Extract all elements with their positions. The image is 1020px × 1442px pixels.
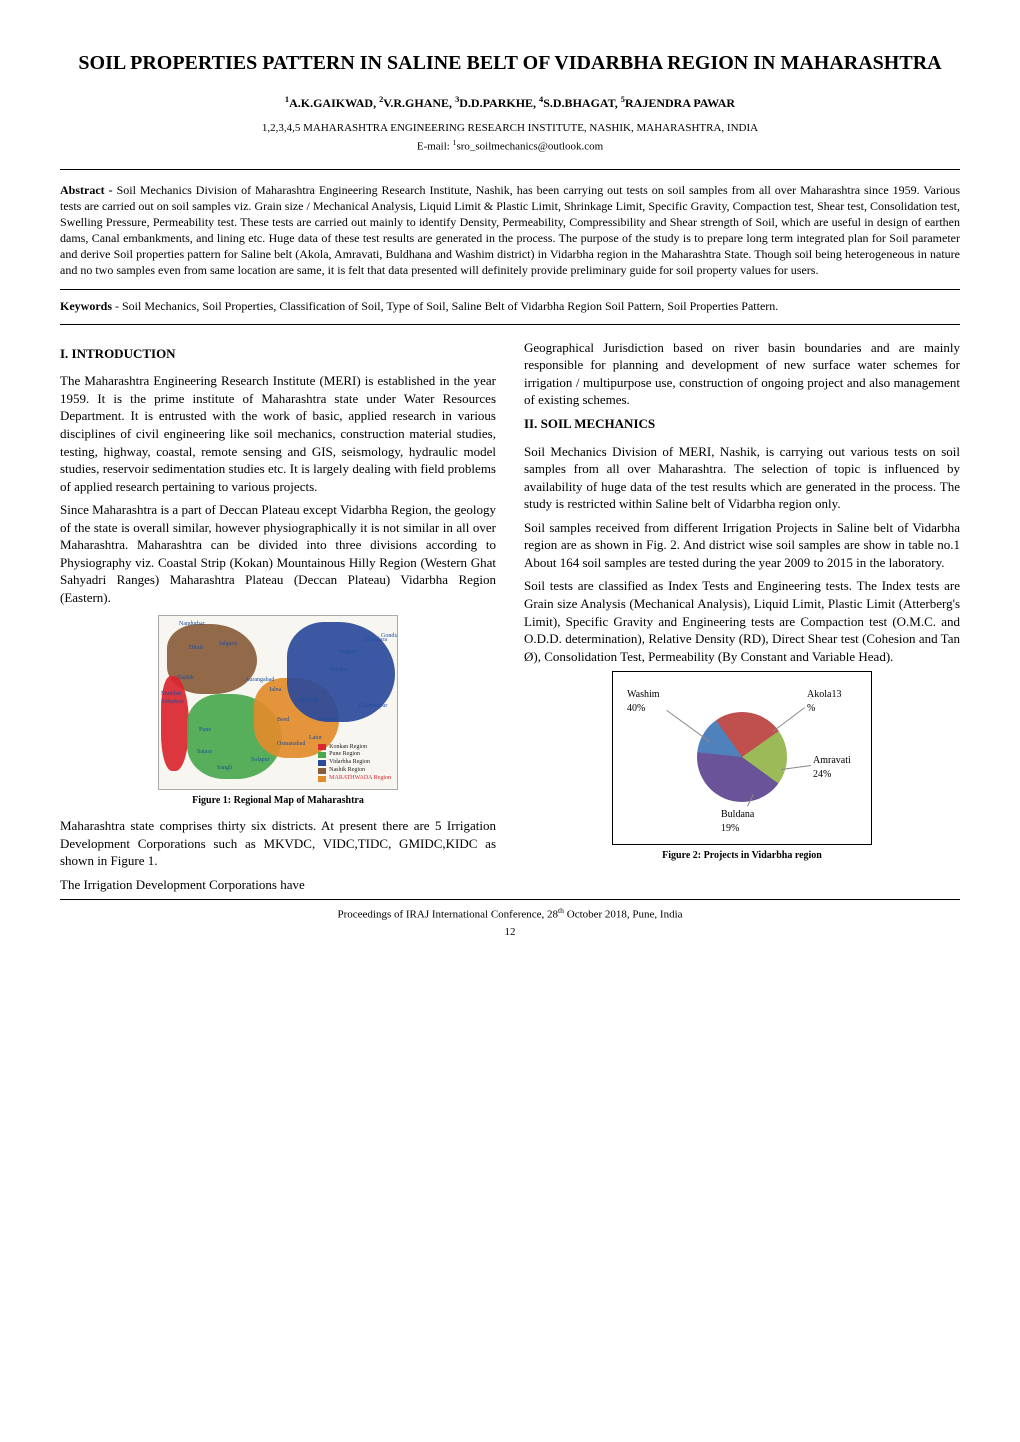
affiliation: 1,2,3,4,5 MAHARASHTRA ENGINEERING RESEAR… xyxy=(60,121,960,136)
paragraph: The Maharashtra Engineering Research Ins… xyxy=(60,372,496,495)
pie-slice-label: Amravati24% xyxy=(813,754,851,781)
two-column-body: I. INTRODUCTION The Maharashtra Engineer… xyxy=(60,339,960,899)
figure-2-pie: Washim40% Akola13% Amravati24% Buldana19% xyxy=(612,671,872,845)
abstract-text: Soil Mechanics Division of Maharashtra E… xyxy=(60,183,960,278)
paragraph: Soil samples received from different Irr… xyxy=(524,519,960,572)
section-heading-intro: I. INTRODUCTION xyxy=(60,345,496,363)
figure-2-caption: Figure 2: Projects in Vidarbha region xyxy=(524,849,960,863)
figure-1-map: Nandurbar Dhule Jalgaon Nashik MumbaiSuburba… xyxy=(158,615,398,790)
paragraph: Soil tests are classified as Index Tests… xyxy=(524,577,960,665)
map-city-label: Aurangabad xyxy=(245,676,274,684)
paragraph: Soil Mechanics Division of MERI, Nashik,… xyxy=(524,443,960,513)
keywords-text: - Soil Mechanics, Soil Properties, Class… xyxy=(115,299,778,313)
pie-leader-line xyxy=(772,707,805,732)
abstract-label: Abstract - xyxy=(60,183,117,197)
keywords-block: Keywords - Soil Mechanics, Soil Properti… xyxy=(60,298,960,314)
map-city-label: Hingoli xyxy=(299,696,317,704)
map-legend-row: Nashik Region xyxy=(318,767,391,775)
rule xyxy=(60,324,960,325)
paper-title: SOIL PROPERTIES PATTERN IN SALINE BELT O… xyxy=(60,50,960,76)
rule xyxy=(60,169,960,170)
map-city-label: Jalna xyxy=(269,686,281,694)
paragraph: Since Maharashtra is a part of Deccan Pl… xyxy=(60,501,496,606)
map-city-label: Mumbai xyxy=(161,690,181,698)
map-city-label: Pune xyxy=(199,726,211,734)
pie-leader-line xyxy=(666,710,711,743)
map-city-label: Satara xyxy=(197,748,212,756)
rule xyxy=(60,289,960,290)
map-city-label: Osmanabad xyxy=(277,740,305,748)
map-city-label: Gondia xyxy=(381,632,398,640)
page-number: 12 xyxy=(60,925,960,940)
pie-chart xyxy=(697,712,787,802)
rule xyxy=(60,899,960,900)
left-column: I. INTRODUCTION The Maharashtra Engineer… xyxy=(60,339,496,899)
map-city-label: Beed xyxy=(277,716,289,724)
map-legend-row: Pune Region xyxy=(318,751,391,759)
map-city-label: Nanded xyxy=(319,716,338,724)
pie-slice-label: Buldana19% xyxy=(721,808,754,835)
email: E-mail: 1sro_soilmechanics@outlook.com xyxy=(60,138,960,155)
map-city-label: Suburban xyxy=(161,698,184,706)
keywords-label: Keywords xyxy=(60,299,115,313)
section-heading-soilmech: II. SOIL MECHANICS xyxy=(524,415,960,433)
map-legend-row: MARATHWADA Region xyxy=(318,775,391,783)
footer-proceedings: Proceedings of IRAJ International Confer… xyxy=(60,906,960,923)
map-city-label: Nagpur xyxy=(339,648,357,656)
pie-slice-label: Washim40% xyxy=(627,688,660,715)
pie-slice-label: Akola13% xyxy=(807,688,841,715)
right-column: Geographical Jurisdiction based on river… xyxy=(524,339,960,899)
map-city-label: Solapur xyxy=(251,756,270,764)
paragraph: Geographical Jurisdiction based on river… xyxy=(524,339,960,409)
paragraph: Maharashtra state comprises thirty six d… xyxy=(60,817,496,870)
map-legend-row: Vidarbha Region xyxy=(318,759,391,767)
map-city-label: Jalgaon xyxy=(219,640,237,648)
map-city-label: Latur xyxy=(309,734,322,742)
paragraph: The Irrigation Development Corporations … xyxy=(60,876,496,894)
map-city-label: Sangli xyxy=(217,764,232,772)
map-city-label: Chandrapur xyxy=(359,702,387,710)
figure-1-caption: Figure 1: Regional Map of Maharashtra xyxy=(60,794,496,808)
map-city-label: Wardha xyxy=(329,666,348,674)
map-city-label: Nandurbar xyxy=(179,620,205,628)
abstract-block: Abstract - Soil Mechanics Division of Ma… xyxy=(60,182,960,279)
map-city-label: Dhule xyxy=(189,644,204,652)
author-list: 1A.K.GAIKWAD, 2V.R.GHANE, 3D.D.PARKHE, 4… xyxy=(60,94,960,111)
map-city-label: Nashik xyxy=(177,674,194,682)
map-legend-row: Konkan Region xyxy=(318,744,391,752)
